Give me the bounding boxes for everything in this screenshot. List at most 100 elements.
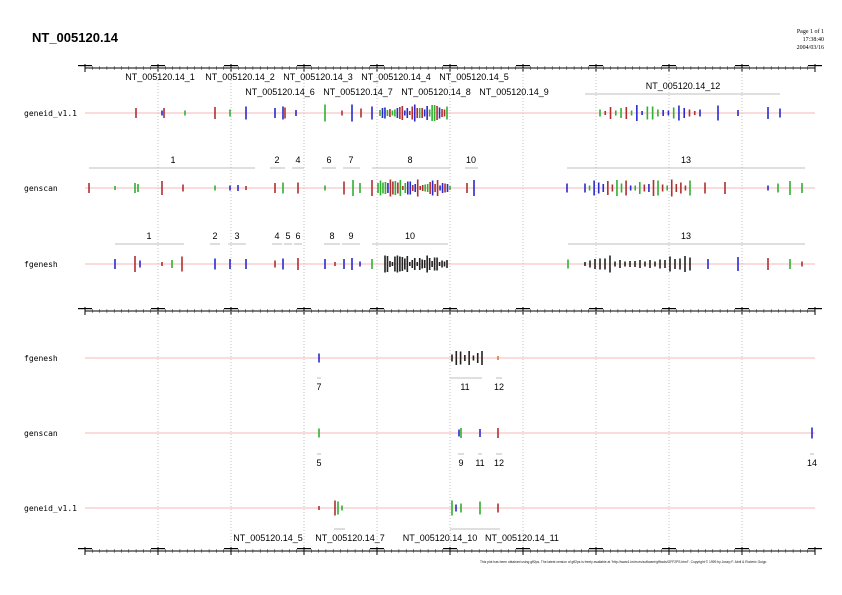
exon-feature [409,181,412,195]
exon-feature [654,261,656,267]
exon-feature [282,258,284,270]
exon-feature [675,184,678,192]
exon-feature [334,262,336,266]
exon-feature [399,180,402,196]
exon-feature [371,180,373,196]
exon-feature [717,105,719,121]
ruler-tick-label [735,548,749,550]
exon-feature [436,106,438,120]
exon-feature [476,353,479,363]
exon-feature [318,353,320,363]
exon-feature [134,256,136,272]
genscan-gene-label: 11 [475,458,484,468]
exon-feature [334,500,336,516]
exon-feature [629,261,631,267]
exon-feature [406,181,409,195]
exon-feature [620,183,623,193]
exon-feature [678,105,680,121]
exon-feature [648,184,650,192]
exon-feature [237,185,239,191]
genscan-gene-label: 10 [466,155,476,165]
exon-feature [404,183,407,193]
ruler-tick-label [151,548,165,550]
ruler-tick-label [443,548,457,550]
exon-feature [689,257,691,271]
fgenesh-gene-label: 5 [285,231,290,241]
exon-feature [789,259,791,269]
ruler-tick-label [662,308,676,310]
genscan-gene-label: 12 [494,458,504,468]
exon-feature [382,182,384,194]
exon-feature [392,181,394,195]
exon-feature [641,111,643,115]
exon-feature [341,505,343,511]
exon-feature [161,181,163,195]
exon-feature [479,501,481,515]
exon-feature [684,185,687,191]
exon-feature [767,185,769,191]
exon-feature [659,259,661,269]
track-name: fgenesh [24,260,58,269]
ruler-tick-label [808,65,822,67]
exon-feature [644,261,646,267]
ruler-tick-label [297,308,311,310]
exon-feature [429,182,431,194]
page-header-info: Page 1 of 1 17:38:40 2004/03/16 [797,28,824,52]
exon-feature [602,184,605,192]
exon-feature [624,261,626,267]
exon-feature [651,106,654,120]
exon-feature [419,186,422,190]
ruler-tick-label [808,548,822,550]
exon-feature [229,185,231,191]
ruler-tick-label [735,65,749,67]
exon-feature [411,260,414,268]
exon-feature [460,428,462,438]
exon-feature [497,428,499,438]
exon-feature [396,108,399,118]
exon-feature [664,260,666,268]
exon-feature [359,261,361,267]
fgenesh-gene-label: 13 [681,231,691,241]
genscan-gene-label: 6 [326,155,331,165]
exon-feature [245,186,247,190]
exon-feature [406,108,409,118]
exon-feature [411,185,414,191]
exon-feature [426,255,428,273]
geneid-gene-label: NT_005120.14_1 [125,72,195,82]
exon-feature [588,185,591,191]
ruler-tick-label [516,548,530,550]
exon-feature [134,183,136,193]
exon-feature [343,181,345,195]
exon-feature [683,108,686,118]
fgenesh-gene-label: 10 [405,231,415,241]
track-name: genscan [24,429,58,438]
exon-feature [801,261,803,267]
exon-feature [443,109,446,117]
exon-feature [629,185,632,191]
exon-feature [643,184,646,192]
ruler-tick-label [516,308,530,310]
geneid-gene-label: NT_005120.14_10 [403,533,478,543]
exon-feature [662,110,664,116]
ruler-tick-label [370,65,384,67]
exon-feature [318,506,320,510]
geneid-gene-label: NT_005120.14_7 [315,533,385,543]
ruler-tick-label [589,65,603,67]
exon-feature [789,181,791,195]
exon-feature [609,107,612,119]
exon-feature [137,184,139,192]
exon-feature [337,501,339,515]
geneid-gene-label: NT_005120.14_12 [646,81,721,91]
exon-feature [767,107,769,119]
exon-feature [619,260,621,268]
fgenesh-gene-label: 7 [316,382,321,392]
exon-feature [455,504,457,512]
exon-feature [634,261,636,267]
exon-feature [479,429,481,437]
exon-feature [394,181,397,195]
exon-feature [404,110,406,116]
exon-feature [184,110,186,116]
exon-feature [667,110,670,116]
exon-feature [161,110,163,116]
